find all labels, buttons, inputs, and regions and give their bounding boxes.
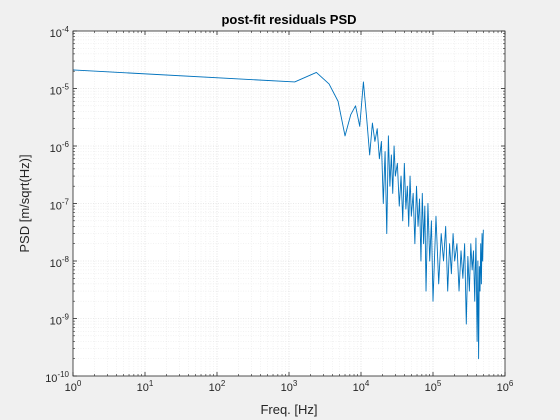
y-tick-label: 10-6	[50, 140, 70, 155]
x-tick-label: 106	[497, 379, 514, 394]
y-tick-label: 10-8	[50, 255, 70, 270]
chart-title: post-fit residuals PSD	[221, 12, 356, 27]
x-tick-exponent: 6	[509, 379, 514, 388]
x-tick-exponent: 0	[77, 379, 82, 388]
x-tick-base: 10	[137, 382, 149, 394]
y-tick-exponent: -6	[62, 140, 70, 149]
y-tick-base: 10	[50, 258, 62, 270]
x-tick-exponent: 5	[437, 379, 442, 388]
y-tick-label: 10-10	[45, 370, 69, 385]
x-axis-label: Freq. [Hz]	[260, 402, 317, 417]
x-tick-label: 101	[137, 379, 154, 394]
y-tick-base: 10	[50, 316, 62, 328]
major-grid	[73, 31, 505, 376]
x-tick-label: 105	[425, 379, 442, 394]
y-tick-exponent: -4	[62, 25, 70, 34]
x-tick-base: 10	[497, 382, 509, 394]
y-tick-exponent: -7	[62, 198, 70, 207]
y-tick-label: 10-4	[50, 25, 70, 40]
y-tick-base: 10	[50, 28, 62, 40]
x-tick-exponent: 4	[365, 379, 370, 388]
x-tick-label: 102	[209, 379, 226, 394]
y-tick-base: 10	[45, 373, 57, 385]
x-tick-exponent: 2	[221, 379, 226, 388]
x-tick-label: 100	[65, 379, 82, 394]
y-tick-base: 10	[50, 201, 62, 213]
y-tick-base: 10	[50, 86, 62, 98]
psd-series-line	[72, 69, 484, 360]
y-tick-exponent: -8	[62, 255, 70, 264]
x-tick-base: 10	[281, 382, 293, 394]
y-tick-exponent: -10	[57, 370, 69, 379]
y-axis-label: PSD [m/sqrt(Hz)]	[17, 154, 32, 252]
y-tick-label: 10-7	[50, 198, 70, 213]
x-tick-base: 10	[209, 382, 221, 394]
x-tick-exponent: 3	[293, 379, 298, 388]
y-tick-exponent: -9	[62, 313, 70, 322]
y-tick-base: 10	[50, 143, 62, 155]
x-tick-label: 103	[281, 379, 298, 394]
y-tick-label: 10-5	[50, 83, 70, 98]
x-tick-base: 10	[353, 382, 365, 394]
y-tick-label: 10-9	[50, 313, 70, 328]
tick-marks	[72, 30, 506, 377]
y-tick-exponent: -5	[62, 83, 70, 92]
series-layer	[72, 69, 484, 360]
x-tick-labels: 100 101 102 103 104 105 106	[65, 379, 514, 394]
x-tick-label: 104	[353, 379, 370, 394]
x-tick-exponent: 1	[149, 379, 154, 388]
x-tick-base: 10	[65, 382, 77, 394]
x-tick-base: 10	[425, 382, 437, 394]
